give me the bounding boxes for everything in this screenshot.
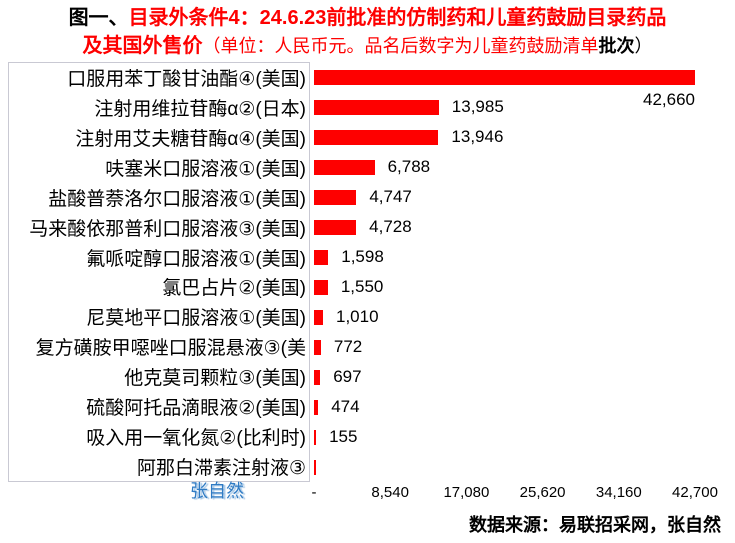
- category-label: 吸入用一氧化氮②(比利时): [86, 427, 306, 449]
- bar-row: 1,550: [314, 272, 695, 302]
- bar: [314, 249, 329, 265]
- x-axis-tick: 25,620: [519, 484, 566, 501]
- bar-value-label: 13,946: [451, 127, 504, 146]
- bar-value-label: 4,747: [369, 187, 412, 206]
- bar-row: 4,728: [314, 212, 695, 242]
- bar-value-label: 42,660: [643, 90, 695, 109]
- title-line1: 图一、目录外条件4：24.6.23前批准的仿制药和儿童药鼓励目录药品: [0, 4, 735, 32]
- subtitle-batch: 批次: [598, 36, 635, 56]
- bar-row: 13,946: [314, 122, 695, 152]
- bar-row: 13,985: [314, 92, 695, 122]
- bar-value-label: 697: [333, 367, 362, 386]
- category-label: 阿那白滞素注射液③: [136, 457, 306, 479]
- title-prefix: 图一、: [68, 7, 129, 29]
- bar: [314, 69, 695, 85]
- bar: [314, 429, 317, 445]
- bar: [314, 339, 321, 355]
- category-label: 呋塞米口服溶液①(美国): [105, 159, 306, 180]
- bar: [314, 159, 375, 175]
- bar-row: 1,010: [314, 302, 695, 332]
- bar: [314, 309, 323, 325]
- bar-value-label: 4,728: [369, 217, 412, 236]
- bar: [314, 279, 328, 295]
- bar-value-label: 474: [331, 397, 360, 416]
- chart-title: 图一、目录外条件4：24.6.23前批准的仿制药和儿童药鼓励目录药品 及其国外售…: [0, 4, 735, 60]
- x-axis-tick: 17,080: [443, 484, 490, 501]
- category-label: 氯巴占片②(美国): [162, 278, 306, 300]
- title-main: 目录外条件4：24.6.23前批准的仿制药和儿童药鼓励目录药品: [128, 7, 667, 29]
- title-line2: 及其国外售价（单位：人民币元。品名后数字为儿童药鼓励清单批次）: [0, 32, 735, 60]
- plot-area: 42,660 13,985 13,946 6,788 4,747 4,728 1,598 1,…: [314, 62, 695, 482]
- x-axis-tick: 42,700: [672, 484, 718, 501]
- bar: [314, 219, 357, 235]
- category-label: 马来酸依那普利口服溶液③(美国): [29, 218, 306, 240]
- bar-row: 4,747: [314, 182, 695, 212]
- bar-row: 474: [314, 392, 695, 422]
- bar-value-label: 155: [329, 427, 358, 446]
- x-axis: - 8,540 17,080 25,620 34,160 42,700: [311, 484, 718, 502]
- watermark: 张自然: [190, 481, 244, 501]
- category-label: 盐酸普萘洛尔口服溶液①(美国): [48, 188, 306, 210]
- bar-value-label: 13,985: [451, 97, 504, 116]
- bar: [314, 459, 317, 475]
- bar-row: 772: [314, 332, 695, 362]
- category-label: 氟哌啶醇口服溶液①(美国): [86, 248, 306, 270]
- bar: [314, 399, 319, 415]
- bar-value-label: 1,550: [340, 277, 384, 296]
- bar-row: 1,598: [314, 242, 695, 272]
- bar-row: [314, 452, 695, 482]
- bar: [314, 189, 357, 205]
- x-axis-tick: 8,540: [371, 484, 409, 501]
- category-label: 注射用艾夫糖苷酶α④(美国): [75, 129, 306, 151]
- subtitle-bold: 及其国外售价: [82, 35, 203, 57]
- bar: [314, 129, 439, 145]
- category-label: 注射用维拉苷酶α②(日本): [94, 99, 306, 121]
- category-axis-box: 口服用苯丁酸甘油酯④(美国) 注射用维拉苷酶α②(日本) 注射用艾夫糖苷酶α④(美国…: [8, 62, 310, 482]
- category-label: 尼莫地平口服溶液①(美国): [86, 308, 306, 330]
- category-label: 口服用苯丁酸甘油酯④(美国): [67, 69, 306, 91]
- bar-chart: 口服用苯丁酸甘油酯④(美国) 注射用维拉苷酶α②(日本) 注射用艾夫糖苷酶α④(美国…: [8, 62, 695, 482]
- bar-value-label: 772: [333, 337, 363, 356]
- bar-value-label: 1,598: [341, 247, 384, 266]
- bar-row: 697: [314, 362, 695, 392]
- x-axis-tick: 34,160: [595, 484, 642, 501]
- x-axis-tick: -: [311, 484, 317, 501]
- bar-row: 155: [314, 422, 695, 452]
- bar: [314, 99, 439, 115]
- bar: [314, 369, 321, 385]
- data-source-note: 数据来源：易联招采网，张自然: [469, 515, 721, 535]
- category-label: 硫酸阿托品滴眼液②(美国): [86, 397, 306, 419]
- bar-row: 42,660: [314, 62, 695, 109]
- bar-row: 6,788: [314, 152, 695, 182]
- category-label: 复方磺胺甲噁唑口服混悬液③(美: [35, 338, 306, 360]
- bar-value-label: 1,010: [336, 307, 379, 326]
- subtitle-unit: （单位：人民币元。品名后数字为儿童药鼓励清单: [202, 36, 599, 56]
- bar-value-label: 6,788: [387, 157, 431, 176]
- subtitle-close-paren: ）: [634, 36, 653, 56]
- category-label: 他克莫司颗粒③(美国): [124, 368, 306, 390]
